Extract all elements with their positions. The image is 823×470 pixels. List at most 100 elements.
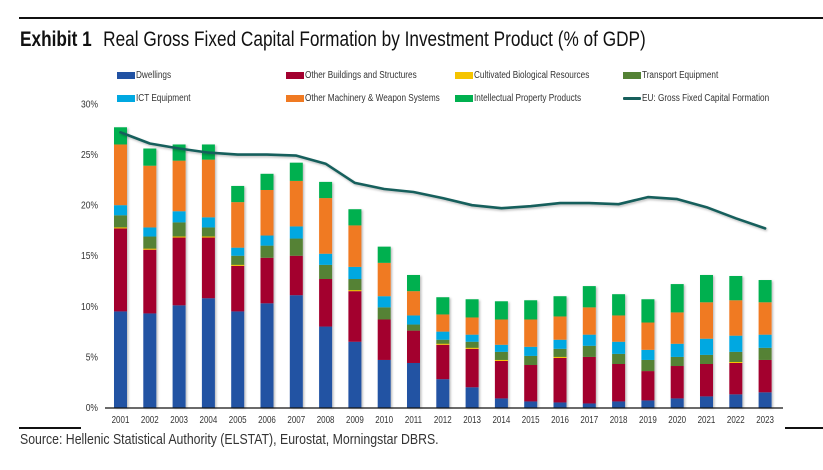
bar-segment-other-machinery-weapon-systems xyxy=(260,189,274,236)
legend-swatch xyxy=(623,71,641,79)
bar-segment-cultivated-biological-resources xyxy=(729,361,743,363)
bar-segment-other-machinery-weapon-systems xyxy=(729,300,743,336)
bar-segment-dwellings xyxy=(114,311,127,408)
legend-item-ip-products: Intellectual Property Products xyxy=(455,92,605,104)
bar-segment-cultivated-biological-resources xyxy=(465,347,479,349)
x-tick-label: 2016 xyxy=(551,414,569,425)
bar-stack-2020 xyxy=(670,284,684,408)
bar-segment-other-machinery-weapon-systems xyxy=(348,225,362,267)
line-eu-gfcf xyxy=(119,131,767,230)
x-tick-label: 2015 xyxy=(522,414,540,425)
bar-stack-2019 xyxy=(641,299,655,408)
bar-segment-ict-equipment xyxy=(143,227,157,237)
exhibit-label: Exhibit 1 xyxy=(20,28,92,51)
bottom-rule-right xyxy=(785,427,823,429)
bar-segment-ict-equipment xyxy=(377,296,391,308)
bar-segment-intellectual-property-products xyxy=(260,173,274,190)
bar-segment-other-buildings-and-structures xyxy=(289,255,303,296)
line-layer xyxy=(119,131,767,230)
bar-segment-other-machinery-weapon-systems xyxy=(524,319,538,347)
bar-segment-other-buildings-and-structures xyxy=(758,359,772,393)
bar-segment-intellectual-property-products xyxy=(289,162,303,181)
x-tick-label: 2009 xyxy=(346,414,364,425)
bar-segment-other-buildings-and-structures xyxy=(114,228,127,312)
y-tick-label: 0% xyxy=(86,402,98,413)
bar-segment-transport-equipment xyxy=(260,245,274,258)
bar-stack-2009 xyxy=(348,209,362,408)
bar-segment-dwellings xyxy=(729,394,743,408)
legend-label: Cultivated Biological Resources xyxy=(474,69,590,81)
bar-segment-dwellings xyxy=(201,298,215,408)
bar-segment-ict-equipment xyxy=(348,266,362,280)
bar-segment-ict-equipment xyxy=(670,343,684,357)
legend-label: Other Buildings and Structures xyxy=(305,69,417,81)
x-tick-label: 2006 xyxy=(258,414,276,425)
bar-segment-dwellings xyxy=(407,362,420,408)
bar-segment-cultivated-biological-resources xyxy=(436,343,450,345)
bar-segment-cultivated-biological-resources xyxy=(172,236,186,238)
bar-segment-dwellings xyxy=(143,313,157,408)
x-tick-label: 2001 xyxy=(112,414,130,425)
x-tick-label: 2011 xyxy=(405,414,422,425)
legend-swatch xyxy=(455,94,473,102)
bar-segment-ict-equipment xyxy=(553,339,567,349)
bar-segment-other-buildings-and-structures xyxy=(670,366,684,399)
bar-segment-transport-equipment xyxy=(553,348,567,357)
bar-segment-transport-equipment xyxy=(289,238,303,256)
bar-segment-other-machinery-weapon-systems xyxy=(612,315,626,342)
bar-segment-intellectual-property-products xyxy=(114,127,127,145)
bar-segment-dwellings xyxy=(670,398,684,408)
bar-stack-2002 xyxy=(143,148,157,408)
bar-segment-dwellings xyxy=(582,403,596,408)
bar-segment-transport-equipment xyxy=(670,356,684,367)
bar-segment-ict-equipment xyxy=(201,217,215,228)
bar-segment-other-machinery-weapon-systems xyxy=(319,198,333,254)
bar-segment-ict-equipment xyxy=(260,235,274,246)
bar-segment-ict-equipment xyxy=(319,253,333,265)
bar-stack-2008 xyxy=(319,181,333,408)
bar-segment-dwellings xyxy=(524,401,538,408)
bar-segment-intellectual-property-products xyxy=(319,181,333,199)
bar-segment-intellectual-property-products xyxy=(494,301,508,320)
legend-label: Dwellings xyxy=(136,69,172,81)
title-text: Real Gross Fixed Capital Formation by In… xyxy=(103,28,646,51)
bar-stack-2021 xyxy=(700,274,713,408)
bar-stack-2022 xyxy=(729,275,743,408)
bar-segment-other-machinery-weapon-systems xyxy=(172,160,186,212)
bar-segment-dwellings xyxy=(641,400,655,408)
bar-segment-other-buildings-and-structures xyxy=(436,344,450,380)
bar-segment-transport-equipment xyxy=(494,351,508,360)
legend-line-swatch xyxy=(623,96,641,100)
bar-segment-other-machinery-weapon-systems xyxy=(758,302,772,335)
source-note: Source: Hellenic Statistical Authority (… xyxy=(20,431,439,448)
bar-segment-other-machinery-weapon-systems xyxy=(700,302,713,339)
bar-segment-ict-equipment xyxy=(758,334,772,348)
legend-swatch xyxy=(286,94,304,102)
bar-segment-intellectual-property-products xyxy=(612,294,626,316)
bar-segment-other-machinery-weapon-systems xyxy=(670,312,684,344)
bar-segment-other-buildings-and-structures xyxy=(729,362,743,395)
bar-segment-transport-equipment xyxy=(758,347,772,360)
bar-segment-transport-equipment xyxy=(143,236,157,249)
chart-title: Exhibit 1 Real Gross Fixed Capital Forma… xyxy=(20,28,646,52)
bar-stack-2007 xyxy=(289,162,303,408)
bar-segment-dwellings xyxy=(700,396,713,408)
bar-segment-intellectual-property-products xyxy=(231,185,245,203)
bar-segment-ict-equipment xyxy=(612,341,626,354)
legend-item-dwellings: Dwellings xyxy=(117,69,179,81)
bar-stack-2015 xyxy=(524,300,538,408)
legend-label: Other Machinery & Weapon Systems xyxy=(305,92,440,104)
bar-segment-dwellings xyxy=(377,359,391,408)
bar-segment-cultivated-biological-resources xyxy=(114,226,127,229)
x-tick-label: 2013 xyxy=(463,414,481,425)
bar-segment-ict-equipment xyxy=(641,349,655,360)
bar-stack-2003 xyxy=(172,144,186,408)
top-rule xyxy=(19,17,823,19)
x-tick-label: 2022 xyxy=(727,414,745,425)
bar-segment-other-buildings-and-structures xyxy=(172,237,186,306)
x-tick-label: 2020 xyxy=(668,414,686,425)
bar-stack-2012 xyxy=(436,297,450,408)
bar-segment-other-buildings-and-structures xyxy=(553,357,567,403)
x-tick-label: 2003 xyxy=(170,414,188,425)
